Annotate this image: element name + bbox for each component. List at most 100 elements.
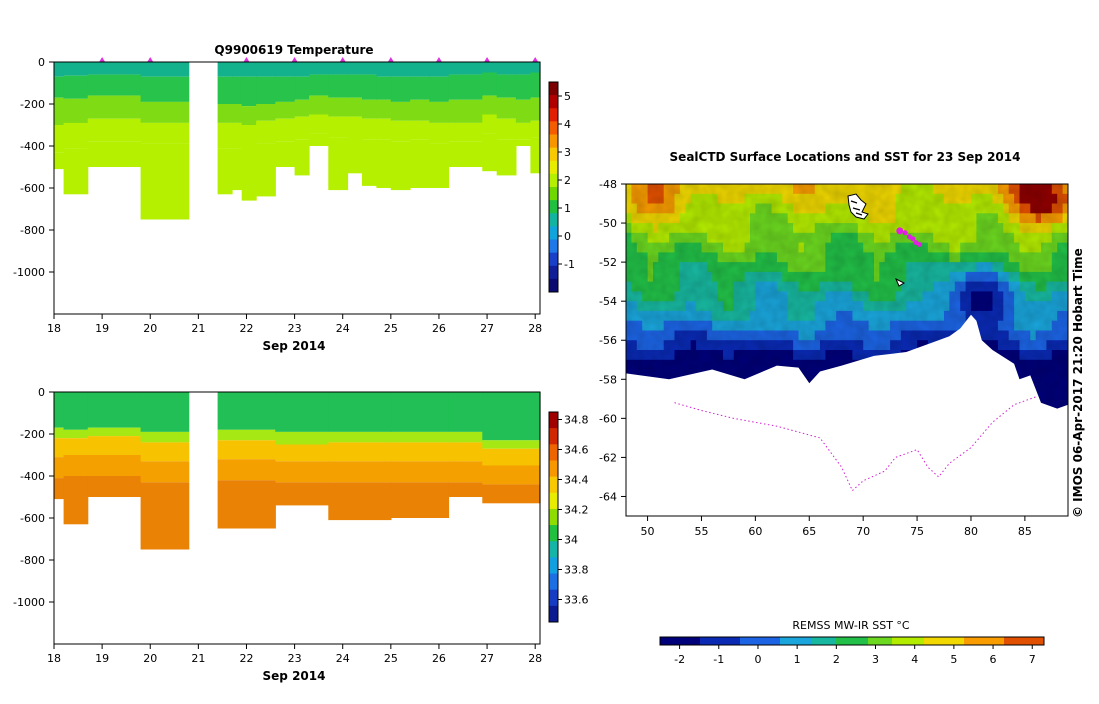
profile-cell: [376, 62, 392, 77]
profile-cell: [256, 76, 276, 104]
map-y-axis: -48 -50 -52 -54 -56 -58 -60 -62 -64: [599, 178, 626, 503]
surface-marker: [435, 57, 442, 62]
profile-cell: [496, 74, 517, 98]
profile-cell: [429, 143, 450, 188]
sst-colorbar-segment: [836, 637, 845, 645]
x-tick-label: 20: [143, 652, 157, 665]
colorbar-segment: [549, 173, 558, 188]
colorbar-segment: [549, 541, 558, 558]
profile-cell: [63, 429, 89, 439]
profile-cell: [87, 436, 142, 455]
sst-colorbar-frame: [659, 636, 1045, 646]
profile-cell: [140, 143, 190, 220]
colorbar-segment: [549, 557, 558, 575]
colorbar-segment: [549, 492, 558, 510]
y-tick-label: -800: [20, 554, 45, 567]
sst-colorbar-segment: [764, 637, 773, 645]
profile-cell: [54, 438, 65, 458]
profile-cell: [362, 118, 377, 140]
profile-cell: [376, 118, 392, 140]
profile-cell: [217, 429, 276, 441]
profile-cell: [429, 62, 450, 77]
profile-cell: [410, 62, 430, 77]
profile-cell: [429, 76, 450, 102]
profile-cell: [328, 461, 392, 483]
profile-cell: [328, 97, 349, 117]
colorbar-tick-label: 5: [564, 90, 571, 103]
profile-cell: [515, 99, 531, 123]
sst-colorbar-segment: [660, 637, 669, 645]
x-tick-label: 25: [384, 322, 398, 335]
sst-colorbar-segment: [828, 637, 837, 645]
sst-colorbar-segment: [772, 637, 781, 645]
x-tick-label: 27: [480, 322, 494, 335]
colorbar-segment: [549, 147, 558, 162]
profile-cell: [275, 118, 296, 142]
profile-cell: [347, 135, 363, 174]
heard-island: [895, 277, 906, 287]
profile-cell: [87, 392, 142, 428]
profile-cell: [256, 62, 276, 77]
map-x-tick-label: 50: [641, 525, 655, 538]
profile-cell: [347, 97, 363, 117]
profile-cell: [275, 444, 329, 462]
colorbar-tick-label: 33.6: [564, 594, 589, 607]
colorbar-segment: [549, 525, 558, 542]
profile-cell: [87, 62, 142, 75]
profile-cell: [140, 392, 190, 432]
sst-colorbar-segment: [796, 637, 805, 645]
x-tick-label: 28: [528, 652, 542, 665]
profile-cell: [217, 122, 233, 149]
x-tick-label: 21: [191, 322, 205, 335]
profile-cell: [448, 99, 483, 123]
sst-colorbar-segment: [700, 637, 709, 645]
profile-cell: [515, 62, 531, 75]
map-x-tick-label: 80: [964, 525, 978, 538]
salinity-x-label: Sep 2014: [263, 669, 326, 683]
sst-colorbar-segment: [940, 637, 949, 645]
sst-colorbar-segment: [868, 637, 877, 645]
sst-colorbar-segment: [956, 637, 965, 645]
sst-colorbar-tick-label: -1: [713, 653, 724, 666]
sst-map-panel: SealCTD Surface Locations and SST for 23…: [599, 150, 1085, 666]
profile-cell: [87, 74, 142, 96]
colorbar-segment: [549, 134, 558, 149]
sst-colorbar-tick-label: 7: [1029, 653, 1036, 666]
temperature-x-label: Sep 2014: [263, 339, 326, 353]
profile-cell: [275, 392, 329, 432]
colorbar-segment: [549, 226, 558, 240]
profile-cell: [530, 97, 541, 121]
profile-cell: [347, 62, 363, 75]
surface-markers: [99, 57, 539, 62]
profile-cell: [54, 125, 65, 153]
map-y-tick-label: -50: [599, 217, 617, 230]
sst-colorbar-segment: [724, 637, 733, 645]
profile-cell: [54, 392, 65, 428]
profile-cell: [482, 484, 541, 504]
sst-colorbar-segment: [820, 637, 829, 645]
profile-cell: [217, 392, 276, 430]
profile-cell: [275, 482, 329, 506]
sst-colorbar-segment: [948, 637, 957, 645]
colorbar-segment: [549, 200, 558, 214]
profile-cell: [63, 98, 89, 123]
profile-cell: [515, 139, 531, 146]
profile-cell: [410, 139, 430, 188]
colorbar-tick-label: 3: [564, 146, 571, 159]
sst-colorbar-tick-label: 1: [794, 653, 801, 666]
map-y-tick-label: -64: [599, 490, 617, 503]
y-tick-label: 0: [38, 386, 45, 399]
surface-marker: [484, 57, 491, 62]
profile-cell: [390, 442, 450, 462]
profile-cell: [390, 461, 450, 483]
profile-cell: [328, 116, 349, 138]
x-tick-label: 23: [288, 322, 302, 335]
profile-cell: [362, 74, 377, 100]
colorbar-segment: [549, 108, 558, 122]
sst-colorbar-segment: [844, 637, 853, 645]
profile-cell: [328, 137, 349, 191]
map-y-tick-label: -54: [599, 295, 617, 308]
colorbar-tick-label: 34: [564, 534, 578, 547]
sst-colorbar-segment: [1012, 637, 1021, 645]
temperature-y-axis: 0 -200 -400 -600 -800 -1000: [13, 56, 54, 279]
